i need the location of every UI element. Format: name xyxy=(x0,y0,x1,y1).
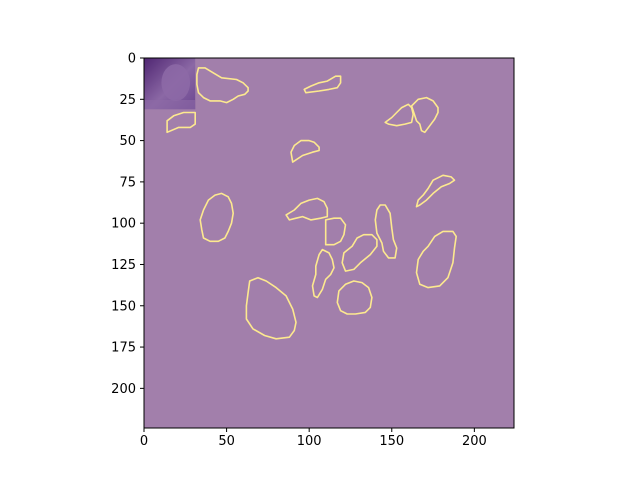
contour-9 xyxy=(285,197,329,221)
contour-10 xyxy=(324,217,347,246)
y-tick-label: 150 xyxy=(111,299,136,314)
contour-5 xyxy=(410,96,439,134)
contour-3 xyxy=(166,111,196,134)
x-tick-label: 50 xyxy=(218,434,235,449)
contour-16 xyxy=(336,280,373,315)
y-tick-label: 0 xyxy=(128,52,136,67)
y-tick-label: 50 xyxy=(119,134,136,149)
x-tick-label: 200 xyxy=(462,434,487,449)
contour-4 xyxy=(384,103,415,127)
y-tick-label: 25 xyxy=(119,93,136,108)
contour-11 xyxy=(374,204,398,259)
contour-14 xyxy=(311,248,335,299)
y-tick-label: 175 xyxy=(111,341,136,356)
image-background xyxy=(144,58,514,428)
x-axis: 0 50 100 150 200 xyxy=(140,428,487,449)
contour-15 xyxy=(245,276,297,340)
x-tick-label: 0 xyxy=(140,434,148,449)
inset-thumbnail-face xyxy=(161,64,191,102)
contour-1 xyxy=(196,67,249,104)
y-tick-label: 100 xyxy=(111,217,136,232)
y-tick-label: 200 xyxy=(111,382,136,397)
y-axis: 0 25 50 75 100 125 150 175 200 xyxy=(111,52,144,397)
contour-13 xyxy=(415,230,458,289)
x-tick-label: 150 xyxy=(379,434,404,449)
plot-area xyxy=(143,57,515,429)
contour-7 xyxy=(415,174,456,208)
contour-2 xyxy=(303,75,342,94)
contour-lines xyxy=(166,67,458,340)
y-tick-label: 125 xyxy=(111,258,136,273)
contour-6 xyxy=(290,139,320,163)
y-tick-label: 75 xyxy=(119,175,136,190)
x-tick-label: 100 xyxy=(297,434,322,449)
contour-8 xyxy=(199,192,234,243)
inset-thumbnail-band xyxy=(144,99,196,110)
contour-12 xyxy=(341,233,378,272)
axes-frame xyxy=(143,57,515,429)
inset-thumbnail-image xyxy=(144,58,196,110)
